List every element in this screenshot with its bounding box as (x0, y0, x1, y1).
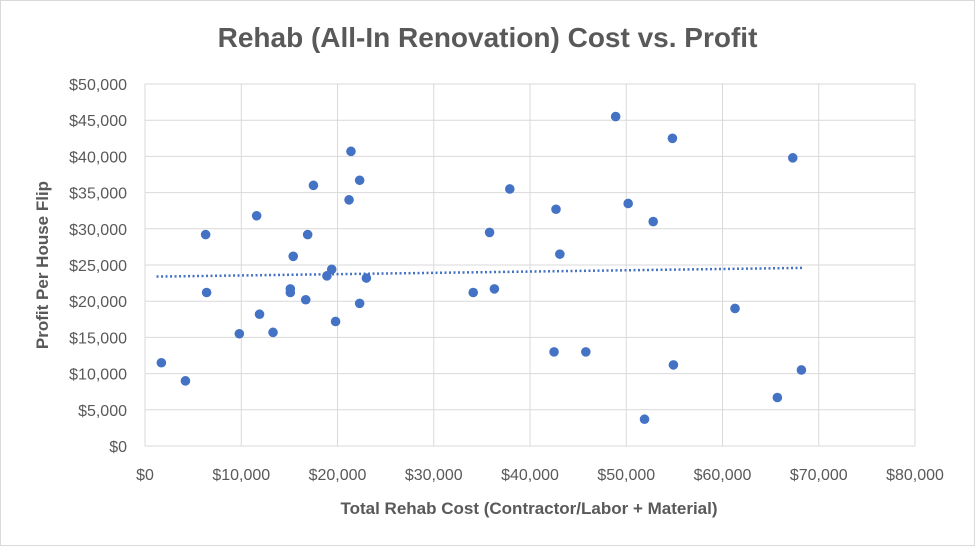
x-tick-label: $40,000 (501, 467, 559, 484)
data-point (610, 111, 621, 122)
data-point (234, 328, 245, 339)
y-tick-label: $45,000 (69, 113, 127, 130)
data-point (354, 175, 365, 186)
data-point (268, 327, 278, 338)
data-point (361, 273, 372, 283)
data-point (668, 360, 679, 370)
y-tick-label: $5,000 (78, 403, 127, 420)
y-tick-label: $40,000 (69, 149, 127, 166)
y-tick-label: $20,000 (69, 294, 127, 311)
y-tick-label: $35,000 (69, 186, 127, 203)
data-point (285, 287, 296, 298)
y-tick-label: $50,000 (69, 77, 127, 94)
data-point (484, 227, 495, 238)
y-axis-ticks: $0 $5,000 $10,000 $15,000 $20,000 $25,000 $30,… (69, 77, 127, 456)
x-axis-ticks: $0 $10,000 $20,000 $30,000 $40,000 $50,000 $60… (136, 467, 944, 484)
data-point (555, 249, 565, 259)
data-point (648, 216, 658, 227)
data-point (156, 357, 167, 368)
data-point (468, 287, 479, 298)
gridlines (144, 83, 916, 447)
data-point (300, 294, 311, 305)
data-point (254, 309, 265, 320)
x-tick-label: $0 (136, 467, 154, 484)
data-point (623, 198, 633, 209)
y-axis-label: Profit Per House Flip (33, 181, 52, 349)
data-point (551, 204, 561, 215)
data-point (288, 251, 299, 262)
data-point (581, 347, 591, 357)
x-tick-label: $70,000 (790, 467, 848, 484)
data-point (489, 284, 500, 294)
trendline-group (156, 266, 803, 278)
y-tick-label: $30,000 (69, 222, 127, 239)
data-point (330, 316, 341, 327)
data-point (667, 133, 678, 144)
data-point (251, 210, 262, 221)
data-point (302, 229, 313, 240)
data-point (639, 414, 650, 425)
trendline (156, 266, 803, 278)
x-axis-label: Total Rehab Cost (Contractor/Labor + Mat… (340, 499, 717, 518)
data-point (200, 229, 211, 240)
data-point (549, 347, 559, 357)
data-point (730, 303, 740, 314)
x-tick-label: $10,000 (212, 467, 270, 484)
y-tick-label: $10,000 (69, 367, 127, 384)
x-tick-label: $30,000 (405, 467, 463, 484)
data-point (326, 264, 337, 275)
data-point (201, 287, 212, 298)
data-point (354, 298, 365, 309)
chart-title: Rehab (All-In Renovation) Cost vs. Profi… (217, 22, 758, 53)
y-tick-label: $25,000 (69, 258, 127, 275)
y-tick-label: $15,000 (69, 330, 127, 347)
data-point (346, 146, 356, 157)
data-point (344, 195, 354, 205)
x-tick-label: $80,000 (886, 467, 944, 484)
data-points (156, 111, 807, 425)
data-point (504, 184, 515, 194)
data-point (772, 392, 783, 403)
data-point (308, 180, 319, 191)
y-tick-label: $0 (109, 439, 127, 456)
x-tick-label: $60,000 (694, 467, 752, 484)
data-point (796, 365, 807, 375)
data-point (787, 153, 798, 163)
x-tick-label: $20,000 (309, 467, 367, 484)
data-point (180, 376, 191, 386)
x-tick-label: $50,000 (597, 467, 655, 484)
